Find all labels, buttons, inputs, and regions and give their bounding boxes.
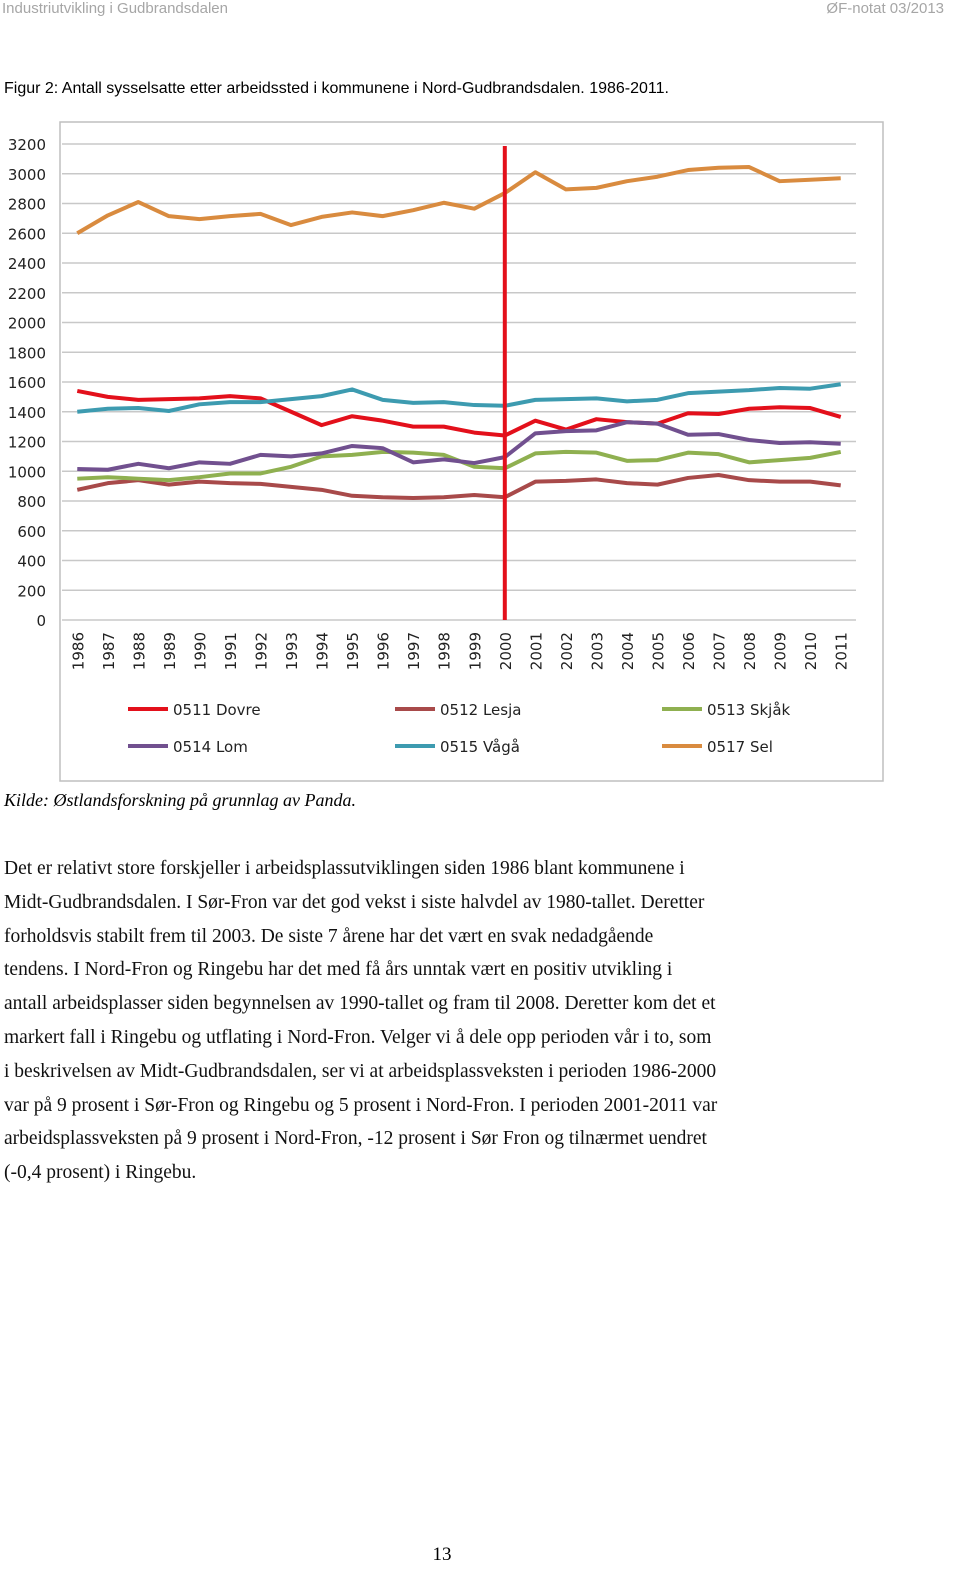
x-tick-label: 1999 <box>466 632 484 670</box>
legend-label: 0517 Sel <box>707 738 773 756</box>
x-tick-label: 2010 <box>802 632 820 670</box>
y-tick-label: 600 <box>17 523 46 541</box>
x-tick-label: 2005 <box>650 632 668 670</box>
y-tick-label: 3200 <box>8 136 46 154</box>
y-tick-label: 2200 <box>8 285 46 303</box>
x-tick-label: 1986 <box>69 632 87 670</box>
legend-label: 0511 Dovre <box>173 701 261 719</box>
header-right: ØF-notat 03/2013 <box>826 0 944 17</box>
x-tick-label: 1998 <box>436 632 454 670</box>
y-tick-label: 3000 <box>8 166 46 184</box>
legend-label: 0515 Vågå <box>440 738 520 756</box>
x-tick-label: 1988 <box>130 632 148 670</box>
body-line: antall arbeidsplasser siden begynnelsen … <box>4 993 716 1015</box>
x-tick-label: 1992 <box>253 632 271 670</box>
body-line: i beskrivelsen av Midt-Gudbrandsdalen, s… <box>4 1060 717 1082</box>
series-line <box>76 165 841 235</box>
x-tick-label: 2006 <box>680 632 698 670</box>
y-tick-label: 1200 <box>8 434 46 452</box>
body-line: (-0,4 prosent) i Ringebu. <box>4 1162 197 1184</box>
figure-caption: Figur 2: Antall sysselsatte etter arbeid… <box>4 80 669 97</box>
body-line: var på 9 prosent i Sør-Fron og Ringebu o… <box>4 1094 718 1116</box>
figure-source: Kilde: Østlandsforskning på grunnlag av … <box>4 790 356 810</box>
legend-label: 0514 Lom <box>173 738 248 756</box>
y-tick-label: 800 <box>17 493 46 511</box>
chart: 0 200 400 600 800 1000 1200 1400 1600 1800 2000 220… <box>8 121 884 782</box>
x-tick-label: 1991 <box>222 632 240 670</box>
body-line: Midt-Gudbrandsdalen. I Sør-Fron var det … <box>4 891 705 913</box>
y-tick-label: 0 <box>36 612 46 630</box>
body-line: tendens. I Nord-Fron og Ringebu har det … <box>4 959 673 981</box>
x-tick-label: 1994 <box>314 632 332 670</box>
x-tick-label: 1995 <box>344 632 362 670</box>
body-line: markert fall i Ringebu og utflating i No… <box>4 1026 712 1048</box>
x-tick-label: 2004 <box>619 632 637 670</box>
y-tick-label: 2400 <box>8 255 46 273</box>
chart-frame <box>59 121 884 782</box>
x-tick-label: 2003 <box>588 632 606 670</box>
body-line: forholdsvis stabilt frem til 2003. De si… <box>4 925 654 947</box>
y-tick-label: 1800 <box>8 344 46 362</box>
x-tick-label: 1993 <box>283 632 301 670</box>
x-tick-label: 2011 <box>833 632 851 670</box>
header-left: Industriutvikling i Gudbrandsdalen <box>2 0 228 17</box>
x-tick-label: 2008 <box>741 632 759 670</box>
body-line: arbeidsplassveksten på 9 prosent i Nord-… <box>4 1128 707 1150</box>
x-tick-label: 1997 <box>405 632 423 670</box>
body-line: Det er relativt store forskjeller i arbe… <box>4 858 685 879</box>
series-line <box>77 382 842 414</box>
body-text: Det er relativt store forskjeller i arbe… <box>4 852 944 1190</box>
y-tick-label: 1600 <box>8 374 46 392</box>
x-tick-label: 2009 <box>772 632 790 670</box>
y-tick-label: 2000 <box>8 315 46 333</box>
page-number: 13 <box>432 1544 452 1565</box>
x-tick-label: 1989 <box>161 632 179 670</box>
y-tick-label: 2800 <box>8 196 46 214</box>
x-tick-label: 2000 <box>497 632 515 670</box>
legend-label: 0512 Lesja <box>440 701 521 719</box>
series-line <box>76 388 842 438</box>
y-tick-label: 1000 <box>8 463 46 481</box>
x-tick-label: 2002 <box>558 632 576 670</box>
y-tick-label: 200 <box>17 582 46 600</box>
y-tick-label: 2600 <box>8 225 46 243</box>
y-tick-label: 1400 <box>8 404 46 422</box>
x-tick-label: 2007 <box>711 632 729 670</box>
legend-label: 0513 Skjåk <box>707 701 791 719</box>
x-tick-label: 2001 <box>527 632 545 670</box>
y-tick-label: 400 <box>17 553 46 571</box>
series-line <box>77 420 841 472</box>
x-tick-label: 1996 <box>375 632 393 670</box>
series-line <box>76 472 841 501</box>
x-tick-label: 1990 <box>191 632 209 670</box>
x-tick-label: 1987 <box>100 632 118 670</box>
